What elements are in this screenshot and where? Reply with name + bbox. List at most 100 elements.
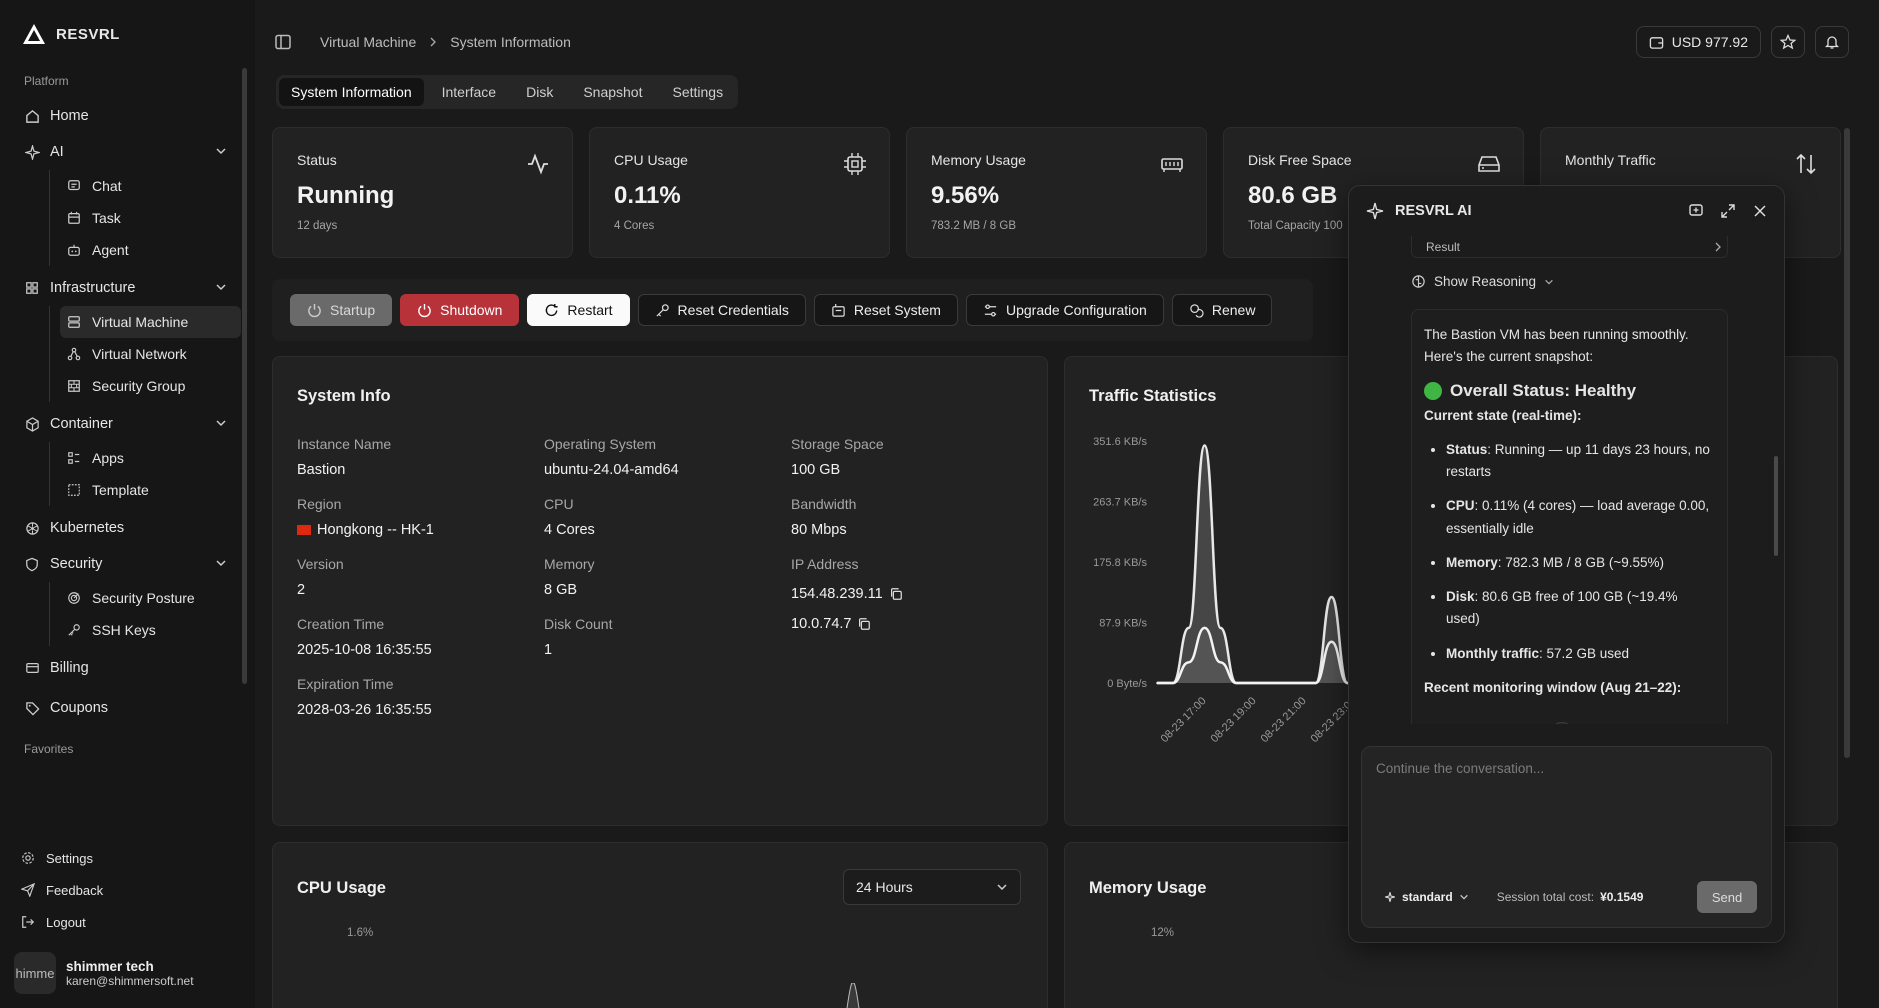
panel-title: Memory Usage: [1089, 879, 1207, 897]
send-button[interactable]: Send: [1697, 881, 1757, 913]
upgrade-configuration-button[interactable]: Upgrade Configuration: [965, 294, 1164, 326]
sidebar-item-apps[interactable]: Apps: [60, 442, 241, 474]
list-item: Disk: 80.6 GB free of 100 GB (~19.4% use…: [1446, 586, 1715, 631]
chevron-down-icon: [1545, 279, 1553, 285]
package-icon: [24, 416, 40, 432]
button-label: Restart: [567, 302, 613, 318]
container-submenu: Apps Template: [49, 442, 241, 506]
sidebar-item-label: Feedback: [46, 882, 104, 898]
brand[interactable]: RESVRL: [22, 20, 241, 48]
x-tick-label: 08-23 21:00: [1259, 695, 1309, 745]
chat-icon: [66, 178, 82, 194]
sidebar-item-virtual-network[interactable]: Virtual Network: [60, 338, 241, 370]
kubernetes-icon: [24, 520, 40, 536]
sidebar-item-template[interactable]: Template: [60, 474, 241, 506]
power-icon: [308, 303, 321, 317]
main-content: Virtual Machine System Information USD 9…: [256, 0, 1879, 1008]
sidebar-item-logout[interactable]: Logout: [14, 906, 241, 938]
show-reasoning-toggle[interactable]: Show Reasoning: [1411, 274, 1728, 289]
mode-select[interactable]: standard: [1402, 890, 1453, 904]
tab-system-information[interactable]: System Information: [279, 78, 424, 106]
sidebar-item-security-posture[interactable]: Security Posture: [60, 582, 241, 614]
cpu-icon: [844, 153, 866, 175]
sidebar-scrollbar[interactable]: [242, 68, 247, 684]
chevron-down-icon: [216, 420, 226, 427]
status-list: Status: Running — up 11 days 23 hours, n…: [1424, 439, 1715, 665]
card-label: Monthly Traffic: [1565, 152, 1656, 168]
breadcrumb-virtual-machine[interactable]: Virtual Machine: [320, 34, 417, 50]
tab-disk[interactable]: Disk: [526, 84, 554, 100]
sidebar-item-chat[interactable]: Chat: [60, 170, 241, 202]
platform-label: Platform: [24, 74, 69, 88]
panel-title: System Info: [297, 387, 391, 405]
tab-snapshot[interactable]: Snapshot: [583, 84, 643, 100]
copy-icon[interactable]: [889, 587, 903, 601]
sidebar-item-coupons[interactable]: Coupons: [18, 690, 241, 726]
y-tick-label: 12%: [1151, 927, 1175, 939]
notifications-button[interactable]: [1815, 26, 1849, 58]
balance-button[interactable]: USD 977.92: [1635, 26, 1761, 58]
expand-icon[interactable]: [1720, 203, 1736, 219]
close-icon[interactable]: [1752, 203, 1768, 219]
reset-credentials-button[interactable]: Reset Credentials: [637, 294, 806, 326]
button-label: Reset System: [853, 302, 941, 318]
sidebar-item-task[interactable]: Task: [60, 202, 241, 234]
home-icon: [24, 108, 40, 124]
reset-system-button[interactable]: Reset System: [813, 294, 958, 326]
tab-settings[interactable]: Settings: [672, 84, 724, 100]
new-chat-icon[interactable]: [1688, 203, 1704, 219]
ai-input-box[interactable]: Continue the conversation... standard Se…: [1361, 746, 1772, 928]
sidebar-item-container[interactable]: Container: [18, 406, 241, 442]
startup-button[interactable]: Startup: [290, 294, 393, 326]
sidebar-item-kubernetes[interactable]: Kubernetes: [18, 510, 241, 546]
field-value: 1: [544, 642, 553, 658]
sidebar-toggle-icon[interactable]: [274, 33, 292, 51]
sidebar-item-feedback[interactable]: Feedback: [14, 874, 241, 906]
renew-button[interactable]: Renew: [1171, 294, 1273, 326]
field-key: Instance Name: [297, 436, 392, 452]
sidebar-item-security[interactable]: Security: [18, 546, 241, 582]
field-instance-name: Instance Name Bastion: [297, 436, 544, 478]
sidebar-item-settings[interactable]: Settings: [14, 842, 241, 874]
field-key: Region: [297, 496, 342, 512]
recent-window-label: Recent monitoring window (Aug 21–22):: [1424, 679, 1682, 695]
series-area: [1157, 445, 1395, 683]
sparkles-icon: [1385, 892, 1395, 902]
sidebar-item-label: Coupons: [50, 700, 109, 716]
chevron-down-icon: [216, 148, 226, 155]
data-point: [1251, 682, 1253, 684]
sidebar-item-home[interactable]: Home: [18, 98, 241, 134]
data-point: [1314, 682, 1317, 684]
tab-interface[interactable]: Interface: [441, 84, 497, 100]
ai-scrollbar[interactable]: [1774, 456, 1778, 556]
restart-button[interactable]: Restart: [527, 294, 630, 326]
sidebar-item-label: Agent: [92, 242, 129, 258]
sidebar-bottom: Settings Feedback Logout: [14, 842, 241, 938]
sidebar-item-billing[interactable]: Billing: [18, 650, 241, 686]
favorite-button[interactable]: [1771, 26, 1805, 58]
logout-icon: [20, 914, 36, 930]
field-key: CPU: [544, 496, 574, 512]
data-point: [1187, 627, 1190, 629]
sidebar-item-ssh-keys[interactable]: SSH Keys: [60, 614, 241, 646]
sidebar-item-security-group[interactable]: Security Group: [60, 370, 241, 402]
sidebar-item-infrastructure[interactable]: Infrastructure: [18, 270, 241, 306]
field-key: Expiration Time: [297, 676, 394, 692]
field-memory: Memory 8 GB: [544, 556, 791, 598]
button-label: Reset Credentials: [677, 302, 789, 318]
sidebar-item-label: Container: [50, 416, 113, 432]
sidebar-item-virtual-machine[interactable]: Virtual Machine: [60, 306, 241, 338]
sidebar-item-agent[interactable]: Agent: [60, 234, 241, 266]
main-scrollbar[interactable]: [1844, 128, 1850, 758]
topbar: Virtual Machine System Information USD 9…: [274, 26, 1849, 58]
result-toggle[interactable]: Result: [1411, 236, 1728, 258]
time-range-select[interactable]: 24 Hours: [843, 869, 1021, 905]
coins-icon: [1190, 303, 1204, 318]
card-label: Disk Free Space: [1248, 152, 1352, 168]
shield-icon: [24, 556, 40, 572]
user-profile[interactable]: himme shimmer tech karen@shimmersoft.net: [14, 952, 194, 994]
sidebar-item-ai[interactable]: AI: [18, 134, 241, 170]
heading-text: Overall Status: Healthy: [1450, 380, 1637, 400]
shutdown-button[interactable]: Shutdown: [400, 294, 520, 326]
copy-icon[interactable]: [857, 617, 871, 631]
